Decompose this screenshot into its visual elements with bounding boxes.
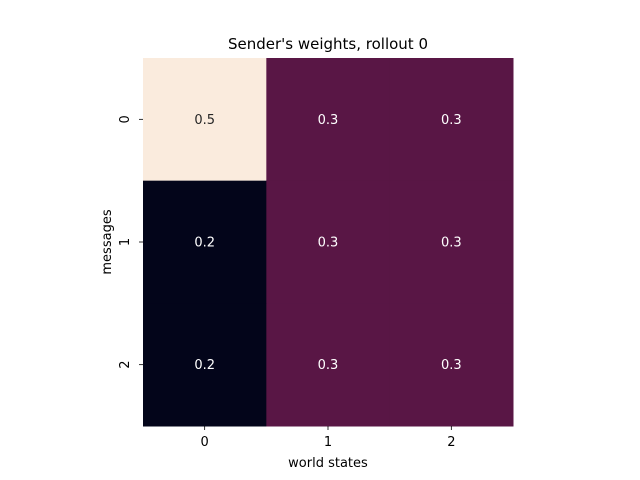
y-tick-label: 1 bbox=[118, 238, 133, 246]
cell-value-label: 0.2 bbox=[194, 236, 215, 251]
chart-title: Sender's weights, rollout 0 bbox=[228, 35, 428, 53]
y-tick-label: 2 bbox=[118, 361, 133, 369]
heatmap-cells bbox=[143, 58, 514, 427]
heatmap-cell bbox=[389, 180, 514, 304]
y-tick-label: 0 bbox=[118, 115, 133, 123]
cell-value-label: 0.3 bbox=[318, 113, 339, 128]
y-axis-ticks: 0 1 2 bbox=[118, 115, 143, 369]
heatmap-cell-labels: 0.5 0.3 0.3 0.2 0.3 0.3 0.2 0.3 0.3 bbox=[194, 113, 461, 373]
cell-value-label: 0.3 bbox=[318, 236, 339, 251]
heatmap-cell bbox=[143, 58, 267, 182]
cell-value-label: 0.3 bbox=[441, 236, 462, 251]
heatmap-cell bbox=[143, 180, 267, 304]
heatmap-cell bbox=[389, 58, 514, 182]
heatmap-cell bbox=[266, 58, 391, 182]
cell-value-label: 0.3 bbox=[441, 358, 462, 373]
cell-value-label: 0.2 bbox=[194, 358, 215, 373]
heatmap-cell bbox=[266, 180, 391, 304]
x-tick-label: 0 bbox=[201, 435, 209, 450]
x-axis-ticks: 0 1 2 bbox=[201, 426, 455, 450]
x-tick-label: 2 bbox=[447, 435, 455, 450]
cell-value-label: 0.3 bbox=[318, 358, 339, 373]
cell-value-label: 0.5 bbox=[194, 113, 215, 128]
x-axis-label: world states bbox=[288, 456, 368, 471]
x-tick-label: 1 bbox=[324, 435, 332, 450]
cell-value-label: 0.3 bbox=[441, 113, 462, 128]
heatmap-cell bbox=[143, 303, 267, 427]
y-axis-label: messages bbox=[100, 209, 115, 274]
heatmap-cell bbox=[389, 303, 514, 427]
heatmap-cell bbox=[266, 303, 391, 427]
